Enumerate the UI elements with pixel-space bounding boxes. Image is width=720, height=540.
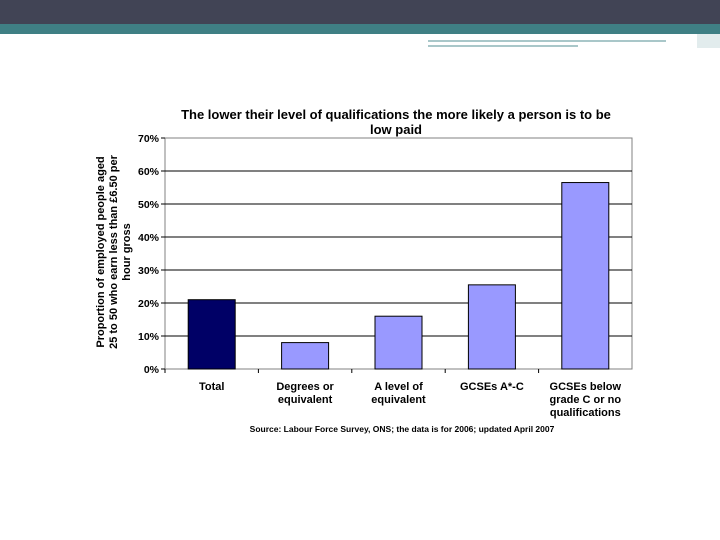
y-tick-label: 0% xyxy=(144,364,160,376)
y-axis-label-line-2: 25 to 50 who earn less than £6.50 per xyxy=(108,154,120,349)
bar xyxy=(467,284,516,370)
y-axis-label: Proportion of employed people aged 25 to… xyxy=(95,154,133,349)
y-axis-label-line-1: Proportion of employed people aged xyxy=(95,156,107,347)
y-tick-label: 50% xyxy=(138,199,160,211)
y-axis-label-line-3: hour gross xyxy=(121,223,133,280)
chart-title-line-2: low paid xyxy=(370,122,422,137)
y-tick-label: 60% xyxy=(138,166,160,178)
bars xyxy=(187,182,610,370)
y-tick-label: 10% xyxy=(138,331,160,343)
category-label: equivalent xyxy=(371,394,426,406)
category-label: A level of xyxy=(374,381,423,393)
bar xyxy=(281,342,330,370)
category-label: GCSEs below xyxy=(550,381,622,393)
y-tick-label: 20% xyxy=(138,298,160,310)
header-band xyxy=(0,24,720,34)
bar xyxy=(187,299,236,370)
category-label: qualifications xyxy=(550,407,621,419)
header-bar xyxy=(0,0,720,24)
category-label: grade C or no xyxy=(550,394,622,406)
y-tick-label: 70% xyxy=(138,133,160,145)
header-stripe-2 xyxy=(428,45,578,47)
y-tick-label: 40% xyxy=(138,232,160,244)
chart-title-line-1: The lower their level of qualifications … xyxy=(181,107,611,122)
header-stripe-1 xyxy=(428,40,666,42)
category-label: GCSEs A*-C xyxy=(460,381,524,393)
bar xyxy=(374,315,423,370)
category-label: equivalent xyxy=(278,394,333,406)
y-tick-labels: 0% 10% 20% 30% 40% 50% 60% 70% xyxy=(138,133,160,376)
bar xyxy=(561,182,610,370)
header-edge-block xyxy=(697,34,720,48)
gridlines xyxy=(161,137,632,373)
category-label: Degrees or xyxy=(276,381,334,393)
category-label: Total xyxy=(199,381,224,393)
y-tick-label: 30% xyxy=(138,265,160,277)
chart-source: Source: Labour Force Survey, ONS; the da… xyxy=(250,424,555,434)
